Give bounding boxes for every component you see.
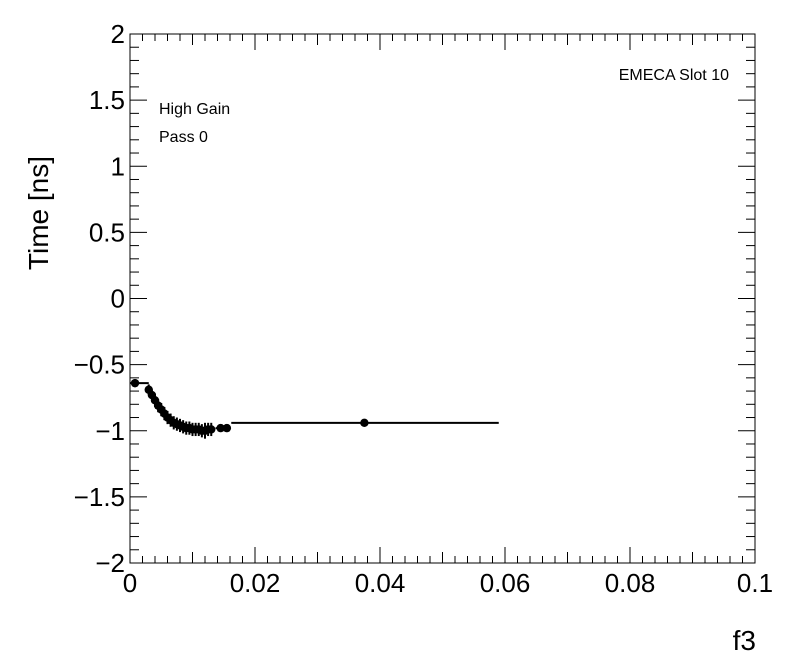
point-marker [360,418,369,428]
data-series [130,378,499,439]
y-tick-label: −0.5 [74,350,125,380]
y-tick-label: −2 [95,548,125,578]
y-tick-label: −1.5 [74,482,125,512]
x-tick-label: 0.1 [737,568,773,598]
gain-label: High Gain [159,101,230,118]
x-axis-title: f3 [733,625,756,656]
y-tick-label: 1 [111,151,125,181]
detector-label: EMECA Slot 10 [619,67,729,84]
x-tick-label: 0 [123,568,137,598]
y-tick-label: 0 [111,284,125,314]
y-axis: −2 −1.5 −1 −0.5 0 0.5 1 1.5 2 [74,19,755,578]
data-point [207,422,216,437]
point-marker [207,425,216,434]
y-tick-label: 1.5 [89,85,125,115]
data-point [231,418,499,428]
x-tick-label: 0.04 [355,568,406,598]
y-tick-label: 0.5 [89,217,125,247]
point-marker [130,378,140,388]
data-point [130,378,149,388]
x-tick-label: 0.06 [480,568,531,598]
y-axis-title: Time [ns] [23,156,54,270]
data-point [222,423,232,433]
y-tick-label: 2 [111,19,125,49]
y-tick-label: −1 [95,416,125,446]
x-axis: 0 0.02 0.04 0.06 0.08 0.1 [123,34,773,598]
pass-label: Pass 0 [159,129,208,146]
x-tick-label: 0.02 [230,568,281,598]
point-marker [216,423,225,433]
x-tick-label: 0.08 [605,568,656,598]
point-marker [222,423,232,433]
